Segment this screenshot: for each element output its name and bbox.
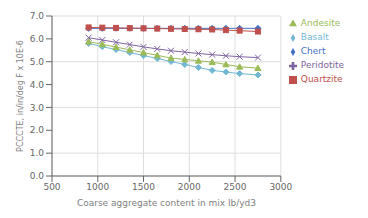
svg-text:2500: 2500	[224, 182, 247, 192]
svg-text:1000: 1000	[86, 182, 109, 192]
svg-text:2000: 2000	[178, 182, 201, 192]
svg-text:1.0: 1.0	[30, 148, 45, 158]
html-text:Peridotite: Peridotite	[300, 60, 344, 70]
svg-text:0.0: 0.0	[30, 171, 45, 181]
svg-text:3000: 3000	[269, 182, 292, 192]
html-text:Basalt: Basalt	[300, 32, 329, 42]
svg-text:2.0: 2.0	[30, 125, 45, 135]
svg-text:Coarse aggregate content in mi: Coarse aggregate content in mix lb/yd3	[77, 198, 256, 208]
svg-text:PCCCTE, in/in/deg F x 10E-6: PCCCTE, in/in/deg F x 10E-6	[16, 40, 25, 152]
html-text:Quartzite: Quartzite	[300, 74, 343, 84]
svg-text:1500: 1500	[132, 182, 155, 192]
html-text:Chert: Chert	[300, 46, 326, 56]
svg-text:5.0: 5.0	[30, 57, 45, 67]
svg-text:6.0: 6.0	[30, 34, 45, 44]
svg-text:7.0: 7.0	[30, 11, 45, 21]
svg-text:500: 500	[43, 182, 60, 192]
html-text:Andesite: Andesite	[300, 18, 341, 28]
svg-text:4.0: 4.0	[30, 80, 45, 90]
svg-text:3.0: 3.0	[30, 103, 45, 113]
